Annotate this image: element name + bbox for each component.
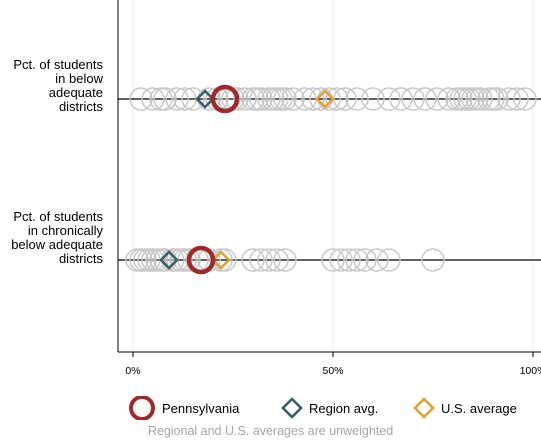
row-label-below-adequate: Pct. of students in below adequate distr… [13, 57, 103, 114]
us-marker-icon [413, 397, 435, 419]
other-state-point [497, 87, 521, 111]
pennsylvania-point [210, 84, 240, 114]
other-state-point [273, 248, 297, 272]
other-state-point [437, 87, 461, 111]
region-marker-icon [281, 397, 303, 419]
legend-item-us: U.S. average [412, 396, 517, 420]
other-state-point [337, 248, 361, 272]
x-tick-label: 50% [322, 365, 343, 377]
other-state-point [421, 248, 445, 272]
other-state-point [225, 87, 249, 111]
other-state-point [361, 87, 385, 111]
other-state-point [249, 87, 273, 111]
other-state-point [281, 87, 305, 111]
other-state-point [469, 87, 493, 111]
other-state-point [181, 87, 205, 111]
legend-item-region: Region avg. [280, 396, 378, 420]
other-state-point [265, 248, 289, 272]
pennsylvania-point [186, 245, 216, 275]
other-state-point [413, 87, 437, 111]
other-state-point [129, 87, 153, 111]
other-state-point [325, 87, 349, 111]
other-state-point [377, 87, 401, 111]
row-label-chronically-below: Pct. of students in chronically below ad… [11, 209, 103, 266]
other-state-point [153, 87, 177, 111]
other-state-point [345, 87, 369, 111]
other-state-point [249, 248, 273, 272]
other-state-point [389, 87, 413, 111]
other-state-point [513, 87, 537, 111]
region-avg-point [159, 250, 179, 270]
other-state-point [377, 248, 401, 272]
other-state-point [321, 248, 345, 272]
other-state-point [257, 248, 281, 272]
legend-label-pennsylvania: Pennsylvania [162, 400, 240, 416]
other-state-point [485, 87, 509, 111]
other-state-point [401, 87, 425, 111]
pennsylvania-marker-icon [129, 396, 155, 420]
region-avg-point [195, 89, 215, 109]
other-state-point [241, 248, 265, 272]
us-average-point [315, 89, 335, 109]
us-average-point [211, 250, 231, 270]
other-state-point [301, 87, 325, 111]
other-state-point [233, 87, 257, 111]
legend-item-pennsylvania: Pennsylvania [127, 396, 239, 420]
other-state-point [505, 87, 529, 111]
x-tick-label: 0% [125, 365, 140, 377]
x-tick-label: 100% [520, 365, 541, 377]
other-state-point [329, 248, 353, 272]
chart-note: Regional and U.S. averages are unweighte… [147, 424, 394, 438]
legend-label-us: U.S. average [441, 400, 517, 416]
other-state-point [141, 87, 165, 111]
other-state-point [365, 248, 389, 272]
other-state-point [353, 248, 377, 272]
other-state-point [273, 87, 297, 111]
other-state-point [345, 248, 369, 272]
other-state-point [165, 87, 189, 111]
legend: Pennsylvania Region avg. U.S. average [0, 396, 541, 420]
other-state-point [425, 87, 449, 111]
legend-label-region: Region avg. [309, 400, 379, 416]
